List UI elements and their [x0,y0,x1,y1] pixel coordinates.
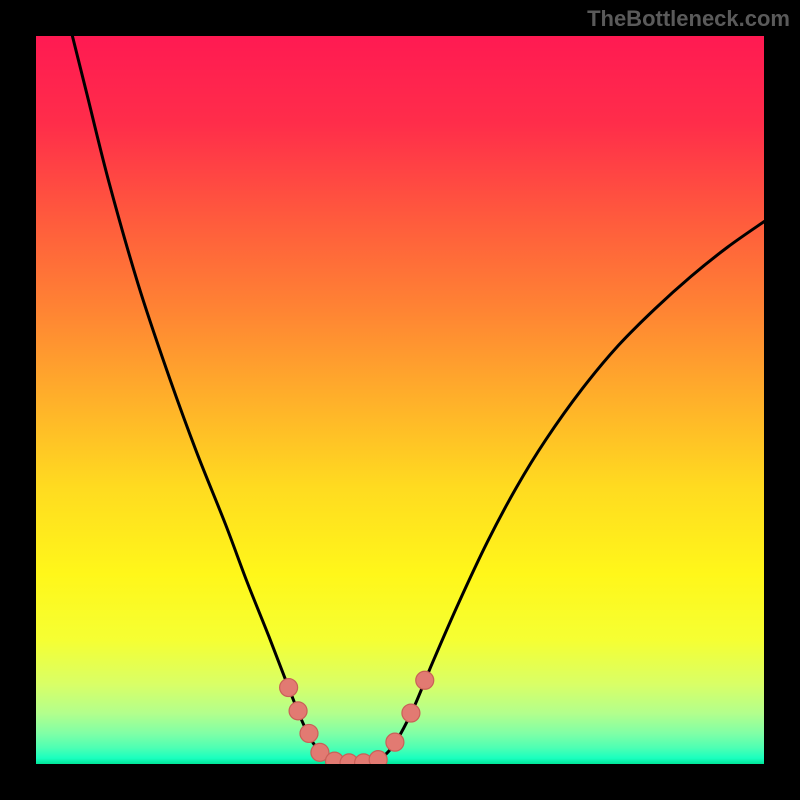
gradient-background [36,36,764,764]
data-marker [369,751,387,764]
data-marker [386,733,404,751]
data-marker [300,724,318,742]
watermark-text: TheBottleneck.com [587,6,790,32]
chart-container [36,36,764,764]
data-marker [416,671,434,689]
data-marker [289,702,307,720]
bottleneck-chart [36,36,764,764]
data-marker [402,704,420,722]
data-marker [280,679,298,697]
